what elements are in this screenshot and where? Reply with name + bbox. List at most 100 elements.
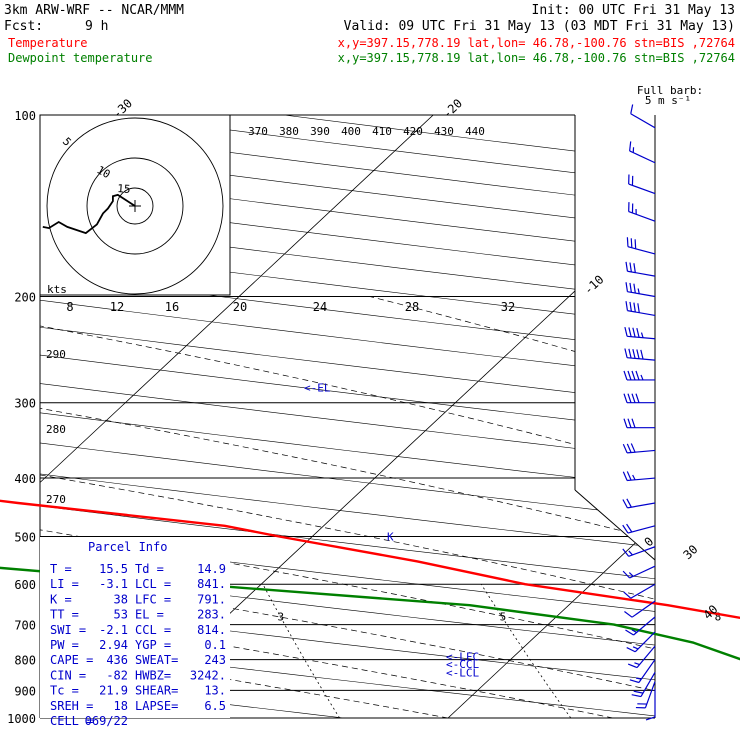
- wind-barb: [622, 471, 656, 482]
- pressure-tick-label: 200: [14, 291, 36, 305]
- wind-barb: [622, 546, 656, 557]
- pressure-tick-label: 600: [14, 578, 36, 592]
- forecast-hour: 9 h: [85, 19, 108, 34]
- parcel-info-key: K =: [50, 592, 72, 606]
- theta-e-label: 410: [372, 125, 392, 138]
- parcel-info-value: 18: [114, 699, 128, 713]
- hodograph-speed-label: 24: [313, 300, 327, 314]
- dewpoint-trace: [0, 566, 740, 661]
- wind-barb: [625, 301, 656, 317]
- parcel-info-key: SREH =: [50, 699, 93, 713]
- parcel-info-value: -3.1: [99, 577, 128, 591]
- theta-e-label: 400: [341, 125, 361, 138]
- hodograph-speed-label: 12: [110, 300, 124, 314]
- pressure-tick-label: 700: [14, 619, 36, 633]
- moist-adiabat-line: [40, 296, 614, 718]
- valid-time: Valid: 09 UTC Fri 31 May 13 (03 MDT Fri …: [344, 19, 735, 34]
- hodograph-ring: [116, 187, 154, 225]
- dry-adiabat-line: [40, 115, 655, 718]
- axis-labels: 1002003004005006007008009001000-80-70-60…: [7, 96, 722, 726]
- parcel-info-value: 841.: [197, 577, 226, 591]
- parcel-info-key: PW =: [50, 638, 79, 652]
- parcel-info-value: -82: [106, 668, 128, 682]
- pressure-tick-label: 1000: [7, 712, 36, 726]
- sounding-annotation: <-EL: [304, 381, 331, 394]
- sounding-traces: <-EL K <-LFC<-CCL<-LCL: [0, 381, 740, 680]
- parcel-info-value: 436: [106, 653, 128, 667]
- temperature-trace: [0, 499, 740, 620]
- wind-barb: [624, 600, 656, 618]
- parcel-info-value: 791.: [197, 592, 226, 606]
- dry-adiabat-line: [40, 115, 655, 718]
- wind-barb: [622, 565, 656, 579]
- sounding-annotation: <-CCL: [446, 658, 479, 671]
- parcel-info-key: SWI =: [50, 623, 86, 637]
- barb-unit-label: 5 m s⁻¹: [645, 94, 691, 107]
- legend-dewpoint-label: Dewpoint temperature: [8, 51, 153, 65]
- moist-adiabat-line: [40, 296, 655, 718]
- wind-barb: [628, 202, 656, 222]
- mixing-ratio-label: 8: [715, 611, 722, 624]
- hodograph-trace: [42, 193, 136, 235]
- sounding-annotation: K: [387, 530, 394, 543]
- wind-barb: [635, 681, 656, 709]
- wind-barb: [624, 326, 656, 340]
- parcel-info-value: 38: [114, 592, 128, 606]
- dry-adiabat-line: [40, 115, 655, 718]
- moist-adiabat-line: [40, 296, 655, 718]
- theta-e-label: 390: [310, 125, 330, 138]
- wind-barb: [626, 237, 656, 255]
- parcel-info-key: SHEAR=: [135, 684, 178, 698]
- parcel-info-panel: Parcel Info T = 15.5 Td = 14.9 LI = -3.1 LCL =…: [40, 537, 230, 728]
- pressure-tick-label: 500: [14, 530, 36, 544]
- sounding-annotation: <-LCL: [446, 667, 479, 680]
- parcel-info-key: HWBZ=: [135, 668, 171, 682]
- mixing-ratio-line: [262, 584, 340, 718]
- parcel-info-value: 14.9: [197, 562, 226, 576]
- full-barb-label: Full barb:: [637, 84, 703, 97]
- parcel-info-key: TT =: [50, 608, 79, 622]
- parcel-info-key: LAPSE=: [135, 699, 178, 713]
- parcel-info-value: 53: [114, 608, 128, 622]
- parcel-info-key: Td =: [135, 562, 164, 576]
- wind-barb: [623, 583, 656, 599]
- wind-barb: [627, 645, 656, 669]
- wind-barb: [629, 659, 656, 684]
- forecast-label: Fcst:: [4, 19, 43, 34]
- pressure-tick-label: 800: [14, 654, 36, 668]
- legend-temperature-info: x,y=397.15,778.19 lat,lon= 46.78,-100.76…: [338, 36, 735, 50]
- parcel-info-key: CCL =: [135, 623, 171, 637]
- moist-adiabat-line: [40, 296, 655, 718]
- parcel-info-key: LCL =: [135, 577, 171, 591]
- mixing-ratio-label: 3: [277, 611, 284, 624]
- parcel-info-value: 15.5: [99, 562, 128, 576]
- parcel-info-value: 21.9: [99, 684, 128, 698]
- parcel-info-title: Parcel Info: [88, 540, 167, 554]
- legend-dewpoint-info: x,y=397.15,778.19 lat,lon= 46.78,-100.76…: [338, 51, 735, 65]
- wind-barb: [629, 141, 656, 164]
- theta-label: 280: [46, 423, 66, 436]
- dry-adiabat-line: [40, 115, 655, 718]
- isotherm-line: [40, 115, 434, 718]
- theta-e-label: 380: [279, 125, 299, 138]
- pressure-tick-label: 900: [14, 684, 36, 698]
- wind-barb: [625, 261, 656, 277]
- moist-adiabat-line: [40, 296, 449, 718]
- theta-e-label: 440: [465, 125, 485, 138]
- sounding-annotation: <-LFC: [446, 651, 479, 664]
- theta-label: 270: [46, 493, 66, 506]
- wind-barb: [624, 348, 656, 361]
- parcel-info-key: CAPE =: [50, 653, 93, 667]
- dry-adiabat-line: [40, 115, 655, 718]
- wind-barb: [631, 672, 656, 698]
- parcel-info-value: 2.94: [99, 638, 128, 652]
- hodograph-speed-label: 20: [233, 300, 247, 314]
- hodograph-speed-label: 8: [66, 300, 73, 314]
- mixing-ratio-label: 5: [500, 611, 507, 624]
- wind-barb: [630, 104, 656, 129]
- pressure-tick-label: 400: [14, 472, 36, 486]
- hodograph-ring: [46, 117, 224, 295]
- hodograph-speed-label: 28: [405, 300, 419, 314]
- wind-barb: [645, 688, 656, 721]
